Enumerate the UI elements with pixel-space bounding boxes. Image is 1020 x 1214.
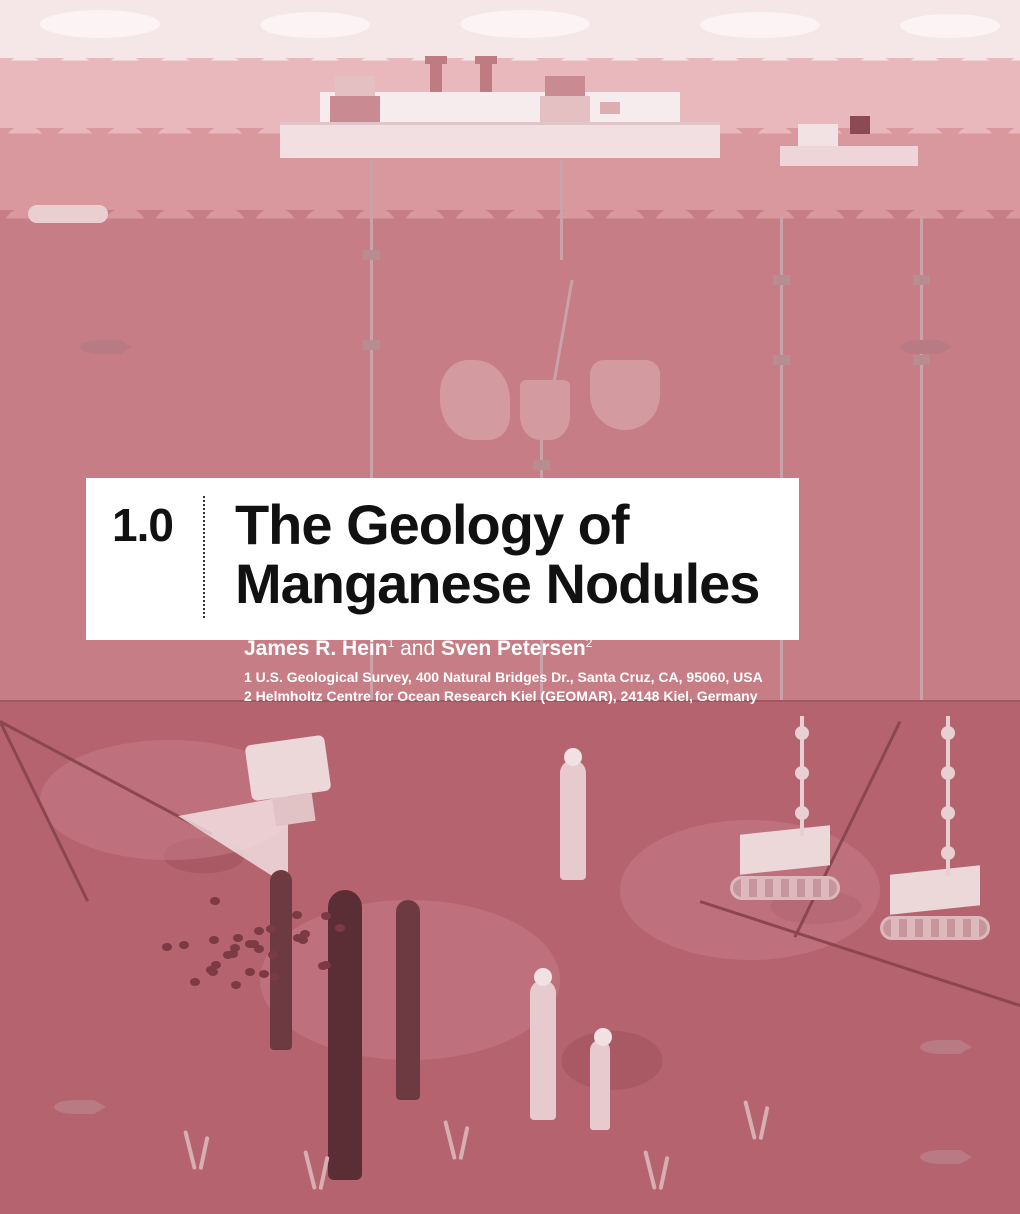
- manganese-nodule: [211, 961, 221, 969]
- coral: [640, 1150, 680, 1190]
- chapter-opener-page: 1.0 The Geology of Manganese Nodules Jam…: [0, 0, 1020, 1214]
- coral: [740, 1100, 780, 1140]
- tubeworm: [590, 1040, 610, 1130]
- chapter-title: The Geology of Manganese Nodules: [235, 496, 759, 614]
- manganese-nodule: [259, 970, 269, 978]
- manganese-nodule: [245, 940, 255, 948]
- manganese-nodule: [190, 978, 200, 986]
- fish-icon: [920, 1150, 962, 1164]
- manganese-nodule: [300, 930, 310, 938]
- coral: [180, 1130, 220, 1170]
- affiliation-1: 1 U.S. Geological Survey, 400 Natural Br…: [244, 668, 763, 687]
- wave-layer: [0, 210, 1020, 230]
- research-vessel: [280, 78, 720, 158]
- chapter-title-panel: 1.0 The Geology of Manganese Nodules: [86, 478, 799, 640]
- rov-light-beam: [178, 796, 288, 886]
- tubeworm: [530, 980, 556, 1120]
- fish-icon: [900, 340, 942, 354]
- manganese-nodule: [335, 924, 345, 932]
- chapter-title-line2: Manganese Nodules: [235, 552, 759, 615]
- manganese-nodule: [321, 912, 331, 920]
- tubeworm: [560, 760, 586, 880]
- manganese-nodule: [321, 961, 331, 969]
- affiliation-2: 2 Helmholtz Centre for Ocean Research Ki…: [244, 687, 763, 706]
- fish-icon: [920, 1040, 962, 1054]
- cloud: [40, 10, 160, 38]
- buoy: [28, 205, 108, 223]
- hydrothermal-vent: [270, 870, 292, 1050]
- cloud: [260, 12, 370, 38]
- fish-icon: [80, 340, 122, 354]
- riser-cable: [780, 215, 783, 715]
- riser-cable: [560, 160, 563, 260]
- author-2-name: Sven Petersen: [441, 637, 586, 660]
- coral: [300, 1150, 340, 1190]
- manganese-nodule: [266, 925, 276, 933]
- manganese-nodule: [210, 897, 220, 905]
- cloud: [900, 14, 1000, 38]
- seafloor-crawler: [880, 870, 990, 940]
- coral: [440, 1120, 480, 1160]
- chapter-number: 1.0: [112, 496, 205, 618]
- hydrothermal-vent: [328, 890, 362, 1180]
- fish-icon: [54, 1100, 96, 1114]
- nodule-lift-pipe: [800, 716, 804, 836]
- rov-vehicle: [244, 735, 331, 802]
- midwater-rock: [590, 360, 660, 430]
- midwater-rock: [520, 380, 570, 440]
- nodule-lift-pipe: [946, 716, 950, 876]
- riser-cable: [920, 215, 923, 715]
- author-2-affil-mark: 2: [586, 636, 593, 650]
- manganese-nodule: [268, 951, 278, 959]
- wave-surface: [0, 58, 1020, 78]
- author-line: James R. Hein1 and Sven Petersen2: [244, 636, 592, 661]
- author-1-name: James R. Hein: [244, 637, 388, 660]
- midwater-rock: [440, 360, 510, 440]
- affiliations-block: 1 U.S. Geological Survey, 400 Natural Br…: [244, 668, 763, 706]
- cloud: [460, 10, 590, 38]
- support-boat: [780, 130, 890, 166]
- author-joiner: and: [394, 637, 441, 660]
- hydrothermal-vent: [396, 900, 420, 1100]
- seafloor-crawler: [730, 830, 840, 900]
- chapter-title-line1: The Geology of: [235, 493, 629, 556]
- manganese-nodule: [292, 911, 302, 919]
- cloud: [700, 12, 820, 38]
